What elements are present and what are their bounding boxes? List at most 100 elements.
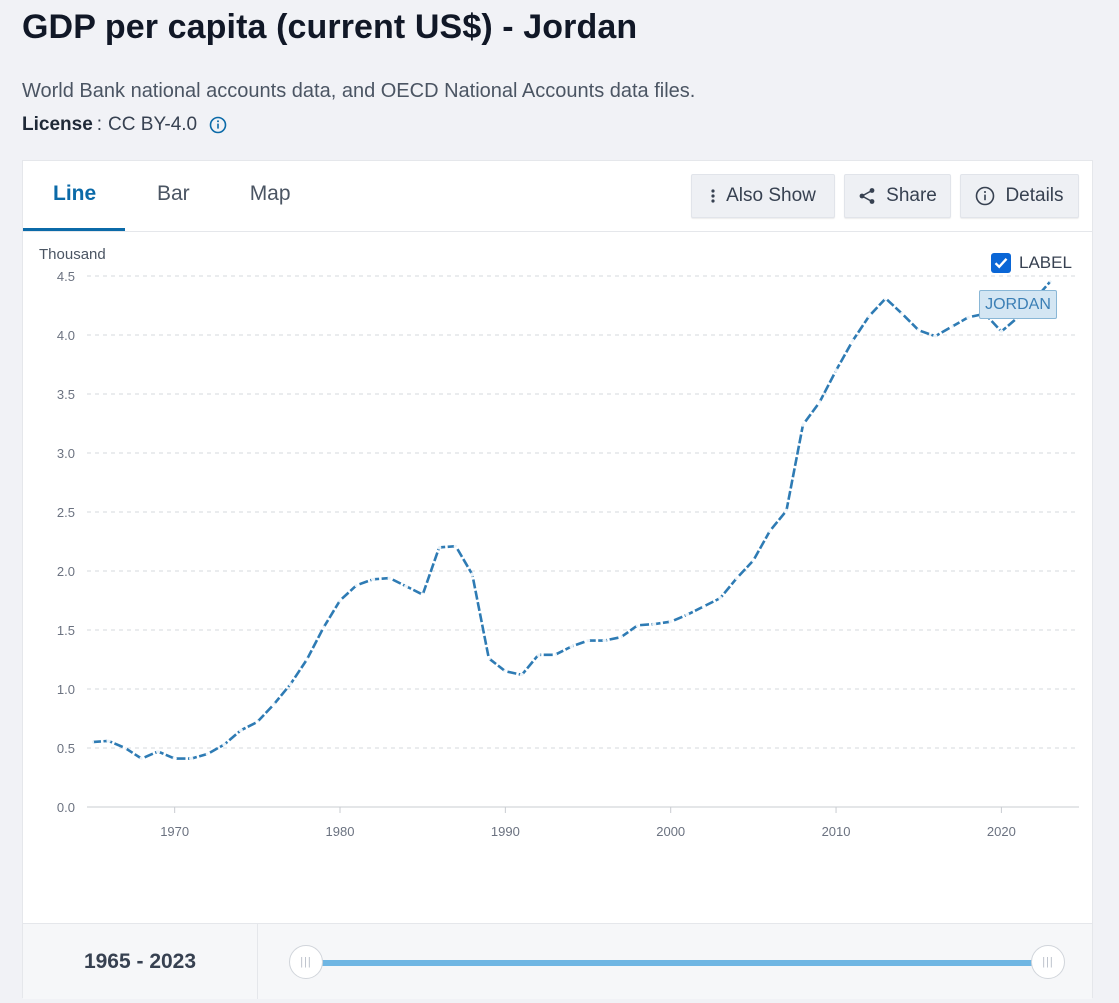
data-point-1986[interactable] — [437, 545, 442, 550]
data-point-2020[interactable] — [999, 329, 1004, 334]
data-point-2008[interactable] — [800, 422, 806, 427]
data-point-2017[interactable] — [949, 324, 954, 329]
data-point-1977[interactable] — [288, 682, 293, 687]
data-point-2007[interactable] — [784, 508, 789, 513]
y-tick-label: 0.0 — [57, 800, 75, 815]
data-point-1984[interactable] — [404, 584, 409, 589]
x-tick-label: 1990 — [491, 824, 520, 839]
data-point-1980[interactable] — [337, 598, 343, 603]
tab-map[interactable]: Map — [249, 182, 291, 205]
y-tick-label: 2.5 — [57, 505, 75, 520]
share-button[interactable]: Share — [844, 174, 951, 218]
data-point-1987[interactable] — [453, 544, 458, 549]
grip-icon: ||| — [300, 956, 312, 968]
data-point-2013[interactable] — [883, 296, 888, 301]
data-point-1968[interactable] — [139, 756, 144, 761]
data-point-2012[interactable] — [867, 314, 872, 319]
data-point-2011[interactable] — [850, 338, 855, 343]
data-point-1971[interactable] — [189, 756, 194, 761]
chart-type-tabs: Line Bar Map — [23, 161, 321, 231]
data-point-2006[interactable] — [767, 528, 773, 533]
source-note: World Bank national accounts data, and O… — [22, 80, 696, 102]
checkmark-icon — [994, 257, 1008, 269]
data-point-1994[interactable] — [569, 644, 574, 649]
data-point-1989[interactable] — [486, 656, 491, 661]
data-point-1965[interactable] — [89, 740, 95, 745]
data-point-1969[interactable] — [156, 749, 161, 754]
license-value[interactable]: CC BY-4.0 — [108, 114, 198, 135]
data-point-1966[interactable] — [106, 738, 111, 744]
data-point-1970[interactable] — [172, 756, 177, 761]
y-tick-label: 3.0 — [57, 446, 75, 461]
details-label: Details — [1005, 185, 1064, 206]
y-tick-label: 1.5 — [57, 623, 75, 638]
license-separator: : — [96, 114, 103, 135]
label-toggle-text: LABEL — [1019, 253, 1072, 272]
range-slider-track[interactable] — [305, 960, 1047, 966]
data-point-1998[interactable] — [635, 623, 640, 628]
tabs-divider — [23, 231, 1092, 232]
data-point-2009[interactable] — [817, 400, 822, 405]
data-point-2002[interactable] — [701, 604, 706, 609]
data-point-2023[interactable] — [1048, 278, 1054, 283]
label-checkbox[interactable] — [991, 253, 1011, 273]
data-point-2014[interactable] — [900, 311, 905, 316]
tab-bar[interactable]: Bar — [157, 182, 190, 205]
x-tick-label: 2020 — [987, 824, 1016, 839]
more-vertical-icon — [711, 189, 715, 203]
y-tick-label: 4.5 — [57, 269, 75, 284]
data-point-1975[interactable] — [255, 719, 260, 725]
series-line — [91, 279, 1052, 760]
data-point-2001[interactable] — [685, 612, 690, 617]
data-point-1974[interactable] — [238, 728, 243, 733]
also-show-button[interactable]: Also Show — [691, 174, 835, 218]
data-point-1985[interactable] — [420, 592, 425, 597]
data-point-2000[interactable] — [668, 619, 673, 624]
data-point-1979[interactable] — [321, 625, 326, 630]
data-point-2018[interactable] — [966, 315, 971, 320]
data-point-1995[interactable] — [585, 638, 591, 643]
y-tick-label: 1.0 — [57, 682, 75, 697]
data-point-1993[interactable] — [552, 652, 558, 657]
details-button[interactable]: Details — [960, 174, 1079, 218]
x-axis-ticks: 1970 1980 1990 2000 2010 2020 — [160, 807, 1016, 839]
license-row: License : CC BY-4.0 — [22, 114, 227, 136]
y-tick-label: 3.5 — [57, 387, 75, 402]
data-point-1982[interactable] — [370, 577, 376, 582]
range-slider-end-handle[interactable]: ||| — [1031, 945, 1065, 979]
label-toggle[interactable]: LABEL — [991, 253, 1072, 273]
data-point-1992[interactable] — [536, 652, 541, 657]
info-icon[interactable] — [209, 116, 227, 134]
x-tick-label: 2000 — [656, 824, 685, 839]
range-label: 1965 - 2023 — [23, 924, 258, 999]
data-point-2010[interactable] — [833, 368, 839, 373]
data-point-1972[interactable] — [205, 751, 210, 757]
data-point-1983[interactable] — [387, 575, 392, 581]
data-point-2004[interactable] — [734, 575, 739, 581]
data-point-1990[interactable] — [503, 669, 508, 674]
data-point-2015[interactable] — [916, 328, 921, 333]
data-point-1991[interactable] — [519, 672, 524, 677]
data-point-1973[interactable] — [222, 742, 227, 747]
data-point-2005[interactable] — [751, 558, 756, 563]
share-icon — [859, 188, 875, 204]
data-point-1988[interactable] — [470, 572, 475, 577]
grip-icon: ||| — [1042, 956, 1054, 968]
x-tick-label: 2010 — [822, 824, 851, 839]
data-point-1978[interactable] — [304, 657, 310, 662]
y-axis-ticks: 0.0 0.5 1.0 1.5 2.0 2.5 3.0 3.5 4.0 4.5 — [57, 269, 75, 815]
line-chart: 0.00.51.01.52.02.53.03.54.04.5 1970 1980 1… — [39, 246, 1079, 839]
data-point-2003[interactable] — [718, 596, 723, 601]
data-point-1999[interactable] — [652, 622, 657, 627]
tab-line[interactable]: Line — [23, 161, 125, 231]
data-point-1981[interactable] — [354, 583, 359, 588]
range-slider-start-handle[interactable]: ||| — [289, 945, 323, 979]
data-point-1997[interactable] — [619, 634, 624, 640]
page-title: GDP per capita (current US$) - Jordan — [22, 8, 638, 46]
data-point-1967[interactable] — [122, 745, 128, 751]
series-label-tag: JORDAN — [979, 290, 1057, 319]
data-point-1996[interactable] — [602, 638, 607, 643]
gridlines — [87, 275, 1079, 808]
data-point-1976[interactable] — [271, 702, 276, 707]
data-point-2016[interactable] — [933, 334, 938, 339]
